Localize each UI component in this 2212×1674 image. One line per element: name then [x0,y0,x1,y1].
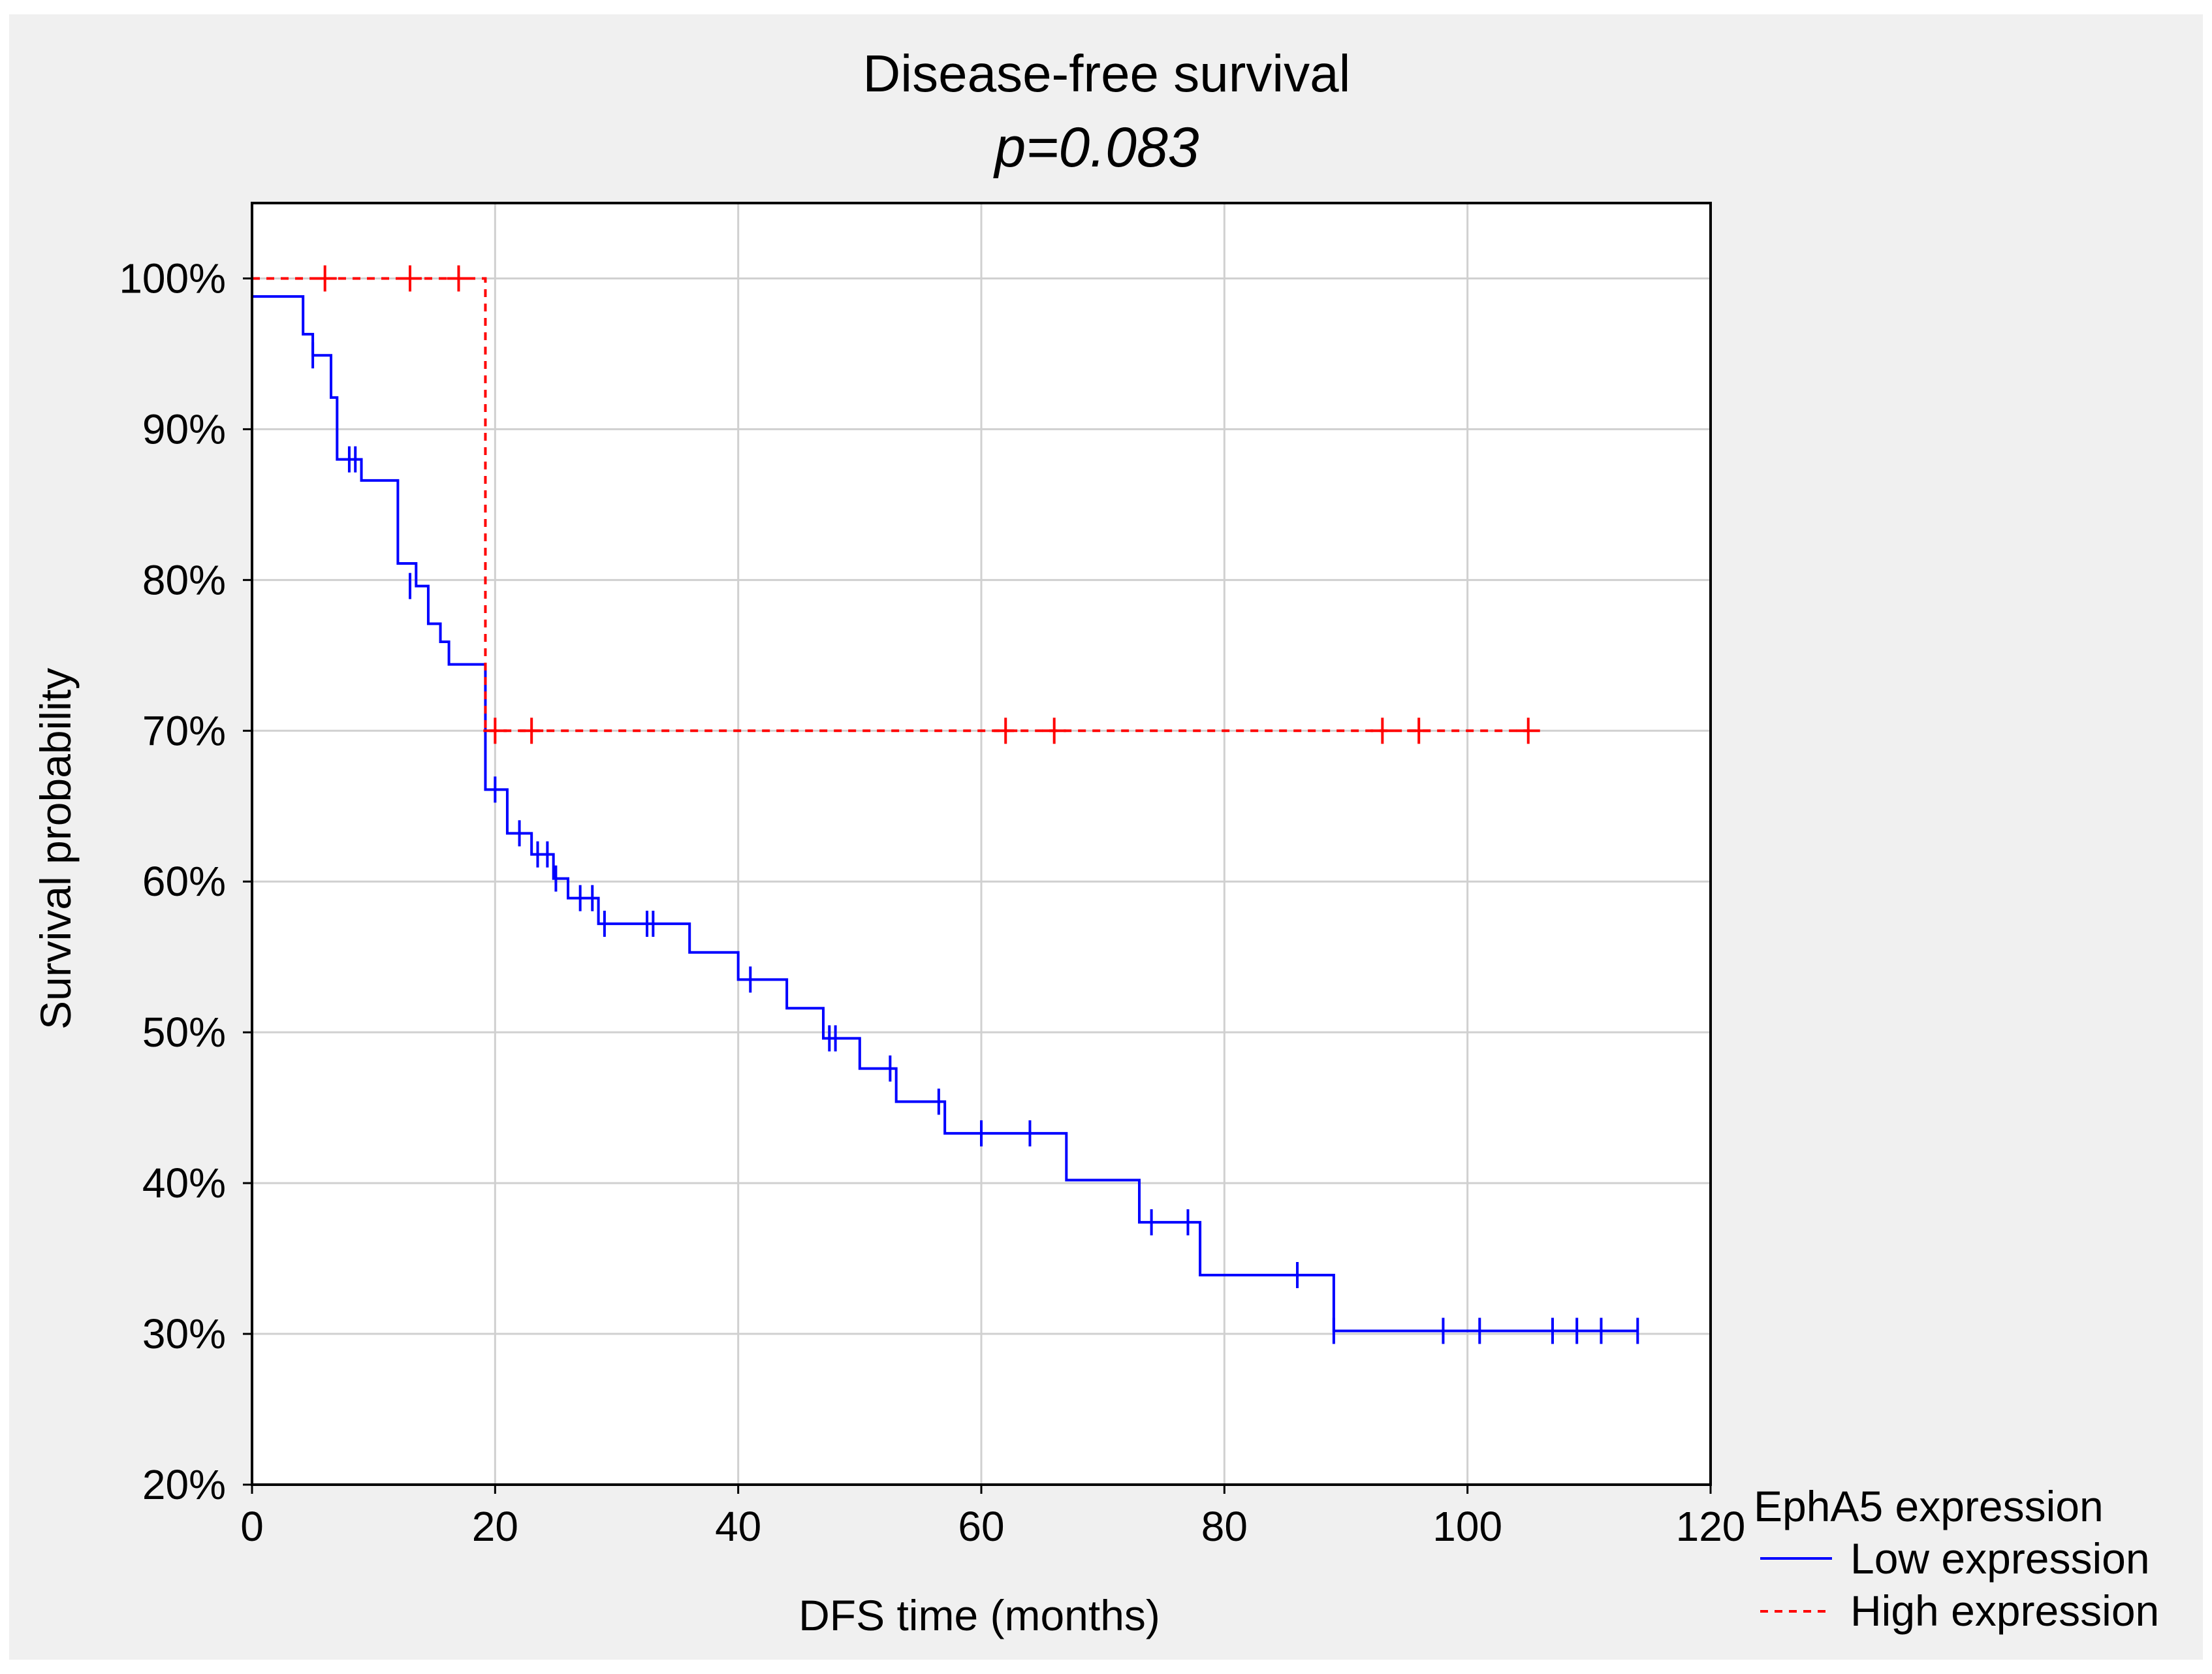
legend-label-high: High expression [1850,1587,2159,1635]
series-layer [252,265,1639,1344]
censor-mark-high [447,265,471,292]
y-tick-label: 100% [119,255,226,302]
censor-mark-high [1042,718,1066,744]
chart-title: Disease-free survival [863,44,1351,103]
y-axis-label: Survival probability [31,668,80,1030]
censor-mark-high [1407,718,1431,744]
x-tick-label: 100 [1432,1503,1502,1550]
x-tick-label: 20 [472,1503,518,1550]
censor-mark-high [313,265,337,292]
x-tick-label: 60 [958,1503,1004,1550]
x-tick-label: 40 [715,1503,761,1550]
legend: EphA5 expression Low expression High exp… [1754,1482,2159,1635]
y-tick-label: 50% [142,1009,226,1056]
grid-lines [252,203,1711,1485]
y-tick-label: 90% [142,405,226,452]
x-tick-label: 80 [1201,1503,1248,1550]
censor-mark-high [398,265,422,292]
legend-label-low: Low expression [1850,1534,2150,1583]
x-axis-label: DFS time (months) [798,1591,1160,1639]
y-tick-label: 40% [142,1160,226,1207]
censor-mark-high [483,718,507,744]
series-line-low [252,295,1638,1333]
y-tick-label: 60% [142,858,226,905]
censor-mark-high [520,718,544,744]
y-tick-label: 70% [142,707,226,754]
y-tick-label: 20% [142,1461,226,1508]
censor-mark-high [1516,718,1540,744]
y-tick-label: 30% [142,1310,226,1357]
legend-title: EphA5 expression [1754,1482,2104,1530]
censor-mark-high [1370,718,1395,744]
censor-mark-high [994,718,1018,744]
x-tick-label: 0 [240,1503,264,1550]
tick-labels: 0 20 40 60 80 100 120 20% 30% 40% 50% 60% 70% 80% 90% 1… [119,255,1745,1550]
x-tick-label: 120 [1676,1503,1746,1550]
chart-subtitle: p=0.083 [992,116,1199,179]
y-tick-label: 80% [142,556,226,603]
